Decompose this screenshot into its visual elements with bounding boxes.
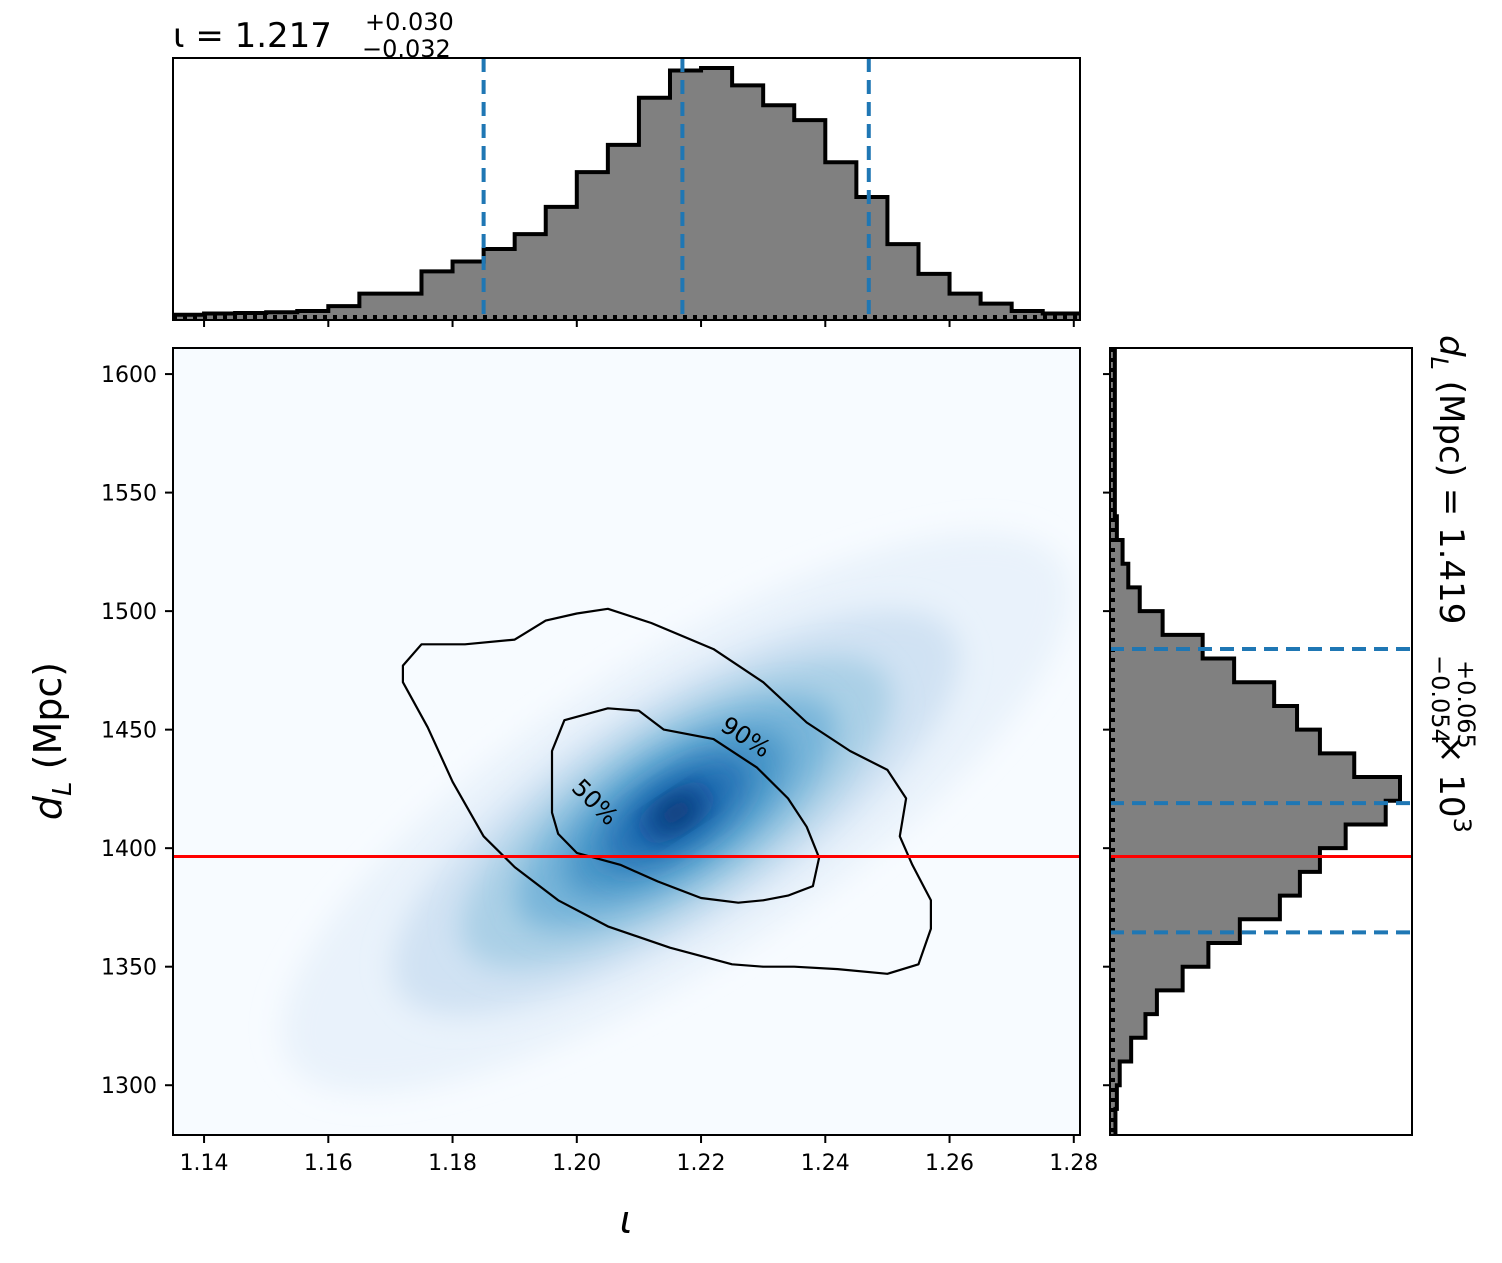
top-histogram-frame: [172, 57, 1081, 321]
right-histogram-frame: [1109, 347, 1413, 1136]
x-tick-label-6: 1.26: [925, 1151, 974, 1176]
x-tick-label-7: 1.28: [1049, 1151, 1098, 1176]
joint-y-axis-label: dL (Mpc): [26, 662, 78, 820]
svg-text:+0.065: +0.065: [1452, 660, 1480, 749]
joint-density-heatmap: [281, 532, 1071, 1093]
svg-text:dL (Mpc) = 1.419: dL (Mpc) = 1.419: [1425, 335, 1471, 624]
top-histogram-fill: [173, 68, 1080, 320]
y-tick-label-6: 1600: [101, 363, 157, 388]
x-tick-label-4: 1.22: [677, 1151, 726, 1176]
top-histogram-title: ι = 1.217: [173, 16, 332, 56]
x-tick-label-5: 1.24: [801, 1151, 850, 1176]
right-histogram-fill: [1110, 348, 1400, 1135]
top-title-upper-error: +0.030: [365, 8, 454, 36]
right-histogram-outline: [1112, 348, 1402, 1135]
y-tick-label-1: 1350: [101, 956, 157, 981]
x-tick-label-3: 1.20: [552, 1151, 601, 1176]
y-tick-label-5: 1550: [101, 482, 157, 507]
right-histogram-title: dL (Mpc) = 1.419 +0.065 −0.054 × 103: [1425, 335, 1480, 833]
y-tick-label-3: 1450: [101, 719, 157, 744]
joint-x-ticks: 1.14 1.16 1.18 1.20 1.22 1.24 1.26 1.28: [180, 1135, 1098, 1176]
y-tick-label-4: 1500: [101, 600, 157, 625]
joint-x-axis-label: ι: [620, 1198, 633, 1242]
top-title-lower-error: −0.032: [362, 35, 451, 63]
density-level-7: [656, 796, 696, 829]
joint-panel: 90%50% 1.14 1.16 1.18 1.20 1.22 1.24 1.26 1.28 …: [26, 347, 1098, 1242]
top-histogram-panel: ι = 1.217 +0.030 −0.032: [172, 8, 1081, 327]
x-tick-label-0: 1.14: [180, 1151, 229, 1176]
svg-text:−0.054: −0.054: [1426, 655, 1454, 744]
top-histogram-ticks: [203, 320, 1075, 327]
top-histogram-outline: [173, 66, 1080, 317]
y-tick-label-2: 1400: [101, 837, 157, 862]
right-histogram-ticks: [1103, 373, 1110, 1087]
x-tick-label-1: 1.16: [304, 1151, 353, 1176]
contour-90pct: [401, 607, 933, 975]
right-histogram-panel: dL (Mpc) = 1.419 +0.065 −0.054 × 103: [1103, 335, 1480, 1136]
joint-frame: [172, 347, 1081, 1136]
contour-50pct: [550, 707, 821, 904]
joint-y-ticks: 1300 1350 1400 1450 1500 1550 1600: [101, 363, 173, 1099]
right-quantile-lines: [1110, 647, 1412, 935]
y-tick-label-0: 1300: [101, 1074, 157, 1099]
svg-text:× 103: × 103: [1431, 735, 1476, 833]
x-tick-label-2: 1.18: [428, 1151, 477, 1176]
